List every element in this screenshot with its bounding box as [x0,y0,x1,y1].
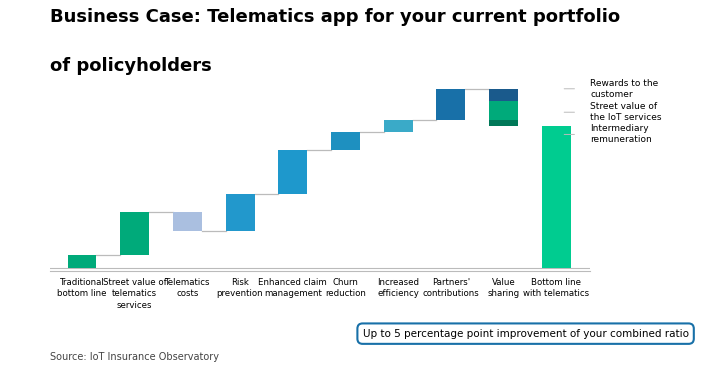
Text: Up to 5 percentage point improvement of your combined ratio: Up to 5 percentage point improvement of … [363,329,688,339]
Bar [541,126,571,268]
Bar [120,212,149,255]
Text: Rewards to the
customer: Rewards to the customer [590,79,659,99]
Bar [68,255,96,268]
Text: of policyholders: of policyholders [50,57,212,75]
Text: Street value of
the IoT services: Street value of the IoT services [590,102,662,122]
Bar [278,150,307,194]
Bar [225,194,255,231]
Bar [436,89,465,120]
Bar [489,89,518,101]
Bar [489,120,518,126]
Text: Intermediary
remuneration: Intermediary remuneration [590,124,652,144]
Bar [331,132,360,150]
Bar [489,101,518,120]
Text: Business Case: Telematics app for your current portfolio: Business Case: Telematics app for your c… [50,8,621,26]
Text: Source: IoT Insurance Observatory: Source: IoT Insurance Observatory [50,352,220,362]
Bar [173,212,202,231]
Bar [384,120,413,132]
